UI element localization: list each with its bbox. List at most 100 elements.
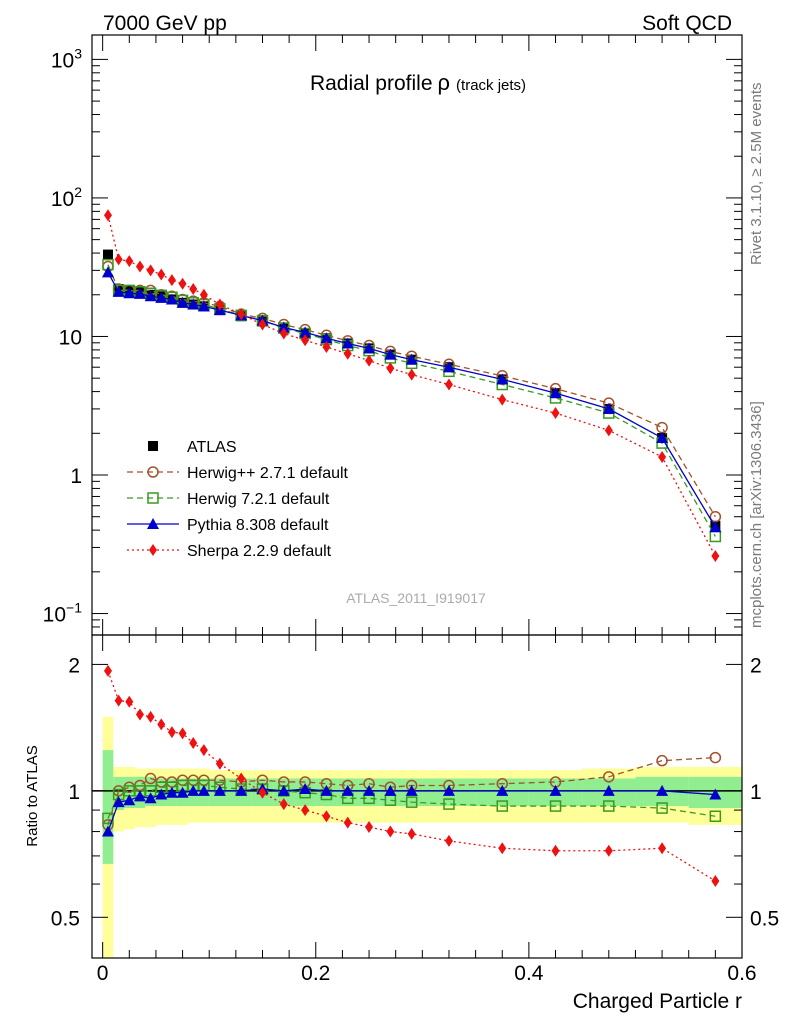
ratio-point-pythia (709, 788, 722, 800)
ratio-point-sherpa (604, 844, 613, 857)
legend-item-herwigpp: Herwig++ 2.7.1 default (127, 465, 349, 482)
ratio-point-herwigpp (144, 772, 157, 785)
legend-marker-data (148, 441, 158, 451)
ratio-point-sherpa (343, 816, 352, 829)
ratio-point-pythia (299, 783, 312, 795)
legend-label-herwig7: Herwig 7.2.1 default (187, 491, 330, 508)
series-pythia (101, 266, 722, 533)
ratio-y-tick-label-right: 1 (750, 781, 762, 804)
point-pythia (101, 266, 114, 278)
ratio-point-sherpa (301, 804, 310, 817)
ratio-y-tick-label-right: 2 (750, 654, 762, 677)
point-pythia (709, 521, 722, 533)
legend-label-pythia: Pythia 8.308 default (187, 517, 329, 534)
ratio-point-sherpa (407, 827, 416, 840)
ratio-point-sherpa (167, 726, 176, 739)
x-tick-label: 0.4 (514, 962, 544, 985)
x-tick-label: 0.2 (301, 962, 330, 985)
ratio-point-sherpa (658, 842, 667, 855)
ratio-point-pythia (363, 784, 376, 796)
series-data (102, 249, 721, 531)
legend-label-data: ATLAS (187, 439, 237, 456)
point-herwigpp (656, 421, 668, 434)
point-pythia (363, 342, 376, 354)
legend-item-herwig7: Herwig 7.2.1 default (127, 491, 330, 508)
point-pythia (656, 431, 669, 443)
ratio-line-herwigpp (107, 756, 716, 826)
header-energy: 7000 GeV pp (103, 12, 227, 35)
point-sherpa (551, 407, 560, 420)
point-pythia (176, 296, 189, 308)
point-sherpa (322, 340, 331, 353)
point-sherpa (658, 450, 667, 463)
ratio-point-sherpa (365, 821, 374, 834)
ratio-point-herwig7 (709, 810, 722, 823)
ratio-point-pythia (405, 784, 418, 796)
ratio-series-pythia (101, 783, 722, 837)
main-y-tick-label: 103 (51, 45, 82, 72)
point-sherpa (103, 209, 112, 222)
main-y-tick-label: 10−1 (43, 600, 83, 627)
point-sherpa (258, 318, 267, 331)
point-sherpa (189, 283, 198, 296)
ratio-point-sherpa (551, 844, 560, 857)
ratio-y-tick-label-right: 0.5 (750, 907, 779, 930)
ratio-point-sherpa (386, 825, 395, 838)
ratio-point-herwig7 (443, 798, 455, 810)
ratio-point-herwigpp (603, 771, 615, 783)
legend: ATLAS Herwig++ 2.7.1 default Herwig 7.2.1 … (127, 439, 349, 560)
ratio-point-pythia (123, 794, 136, 806)
point-sherpa (125, 255, 134, 268)
ratio-point-pythia (442, 784, 455, 796)
point-sherpa (386, 362, 395, 375)
point-pythia (165, 293, 178, 305)
ratio-point-pythia (144, 792, 157, 804)
point-pythia (144, 290, 157, 302)
point-pythia (197, 300, 210, 312)
ratio-point-sherpa (258, 786, 267, 799)
legend-marker-herwig7 (147, 492, 159, 504)
ratio-point-sherpa (199, 744, 208, 757)
ratio-point-pythia (101, 825, 114, 837)
ratio-panel-series (92, 664, 742, 888)
point-sherpa (711, 550, 720, 563)
series-sherpa (103, 209, 720, 563)
legend-marker-herwigpp (147, 466, 159, 478)
x-tick-label: 0 (97, 962, 109, 985)
title-symbol: ρ (438, 70, 451, 95)
point-pythia (123, 287, 136, 299)
ratio-point-pythia (235, 784, 248, 796)
main-y-tick-label: 1 (70, 465, 82, 488)
point-pythia (320, 332, 333, 344)
ratio-point-pythia (133, 790, 146, 802)
mcplots-label: mcplots.cern.ch [arXiv:1306.3436] (748, 401, 765, 628)
point-sherpa (498, 393, 507, 406)
point-sherpa (167, 274, 176, 287)
legend-item-data: ATLAS (148, 439, 237, 456)
ratio-point-pythia (277, 784, 290, 796)
point-sherpa (407, 368, 416, 381)
ratio-y-label: Ratio to ATLAS (24, 745, 41, 846)
ratio-point-sherpa (146, 710, 155, 723)
point-sherpa (114, 253, 123, 266)
point-pythia (133, 287, 146, 299)
ratio-point-pythia (187, 784, 200, 796)
point-sherpa (279, 327, 288, 340)
ratio-point-sherpa (711, 875, 720, 888)
main-panel-series (101, 209, 722, 563)
ratio-point-pythia (112, 796, 125, 808)
point-sherpa (146, 264, 155, 277)
ratio-point-pythia (197, 784, 210, 796)
ratio-y-tick-label-left: 1 (68, 781, 80, 804)
ratio-point-sherpa (157, 718, 166, 731)
ratio-point-sherpa (237, 772, 246, 785)
point-sherpa (365, 354, 374, 367)
ratio-point-herwigpp (709, 751, 722, 764)
title-main: Radial profile (310, 72, 433, 95)
point-sherpa (199, 288, 208, 301)
point-sherpa (604, 424, 613, 437)
ratio-point-pythia (384, 784, 397, 796)
legend-label-herwigpp: Herwig++ 2.7.1 default (187, 465, 349, 482)
